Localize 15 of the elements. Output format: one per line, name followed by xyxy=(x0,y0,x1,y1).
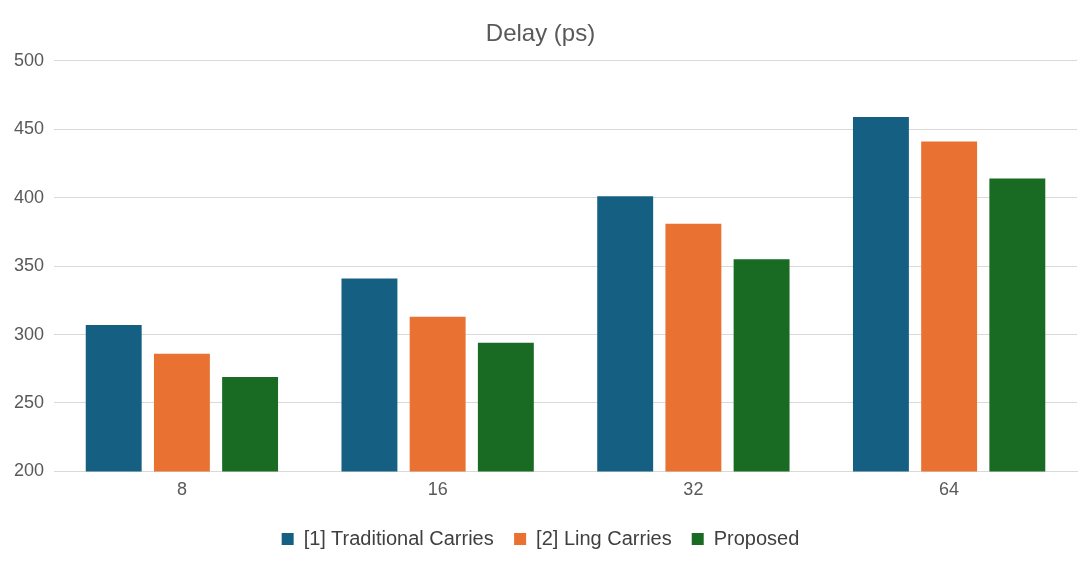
legend-label: Proposed xyxy=(713,526,800,549)
x-tick-label: 16 xyxy=(427,479,448,500)
y-tick-label: 500 xyxy=(13,49,45,70)
y-tick-label: 350 xyxy=(13,255,45,276)
x-tick-label: 32 xyxy=(683,479,704,500)
y-tick-label: 450 xyxy=(13,118,45,139)
y-tick-label: 400 xyxy=(13,186,45,207)
y-tick-label: 300 xyxy=(13,323,45,344)
y-tick-label: 250 xyxy=(13,391,45,412)
legend-label: [2] Ling Carries xyxy=(536,526,672,549)
x-tick-label: 64 xyxy=(939,479,960,500)
chart-title: Delay (ps) xyxy=(485,19,596,47)
y-tick-label: 200 xyxy=(13,460,45,481)
legend-label: [1] Traditional Carries xyxy=(303,526,494,549)
x-tick-label: 8 xyxy=(176,479,187,500)
